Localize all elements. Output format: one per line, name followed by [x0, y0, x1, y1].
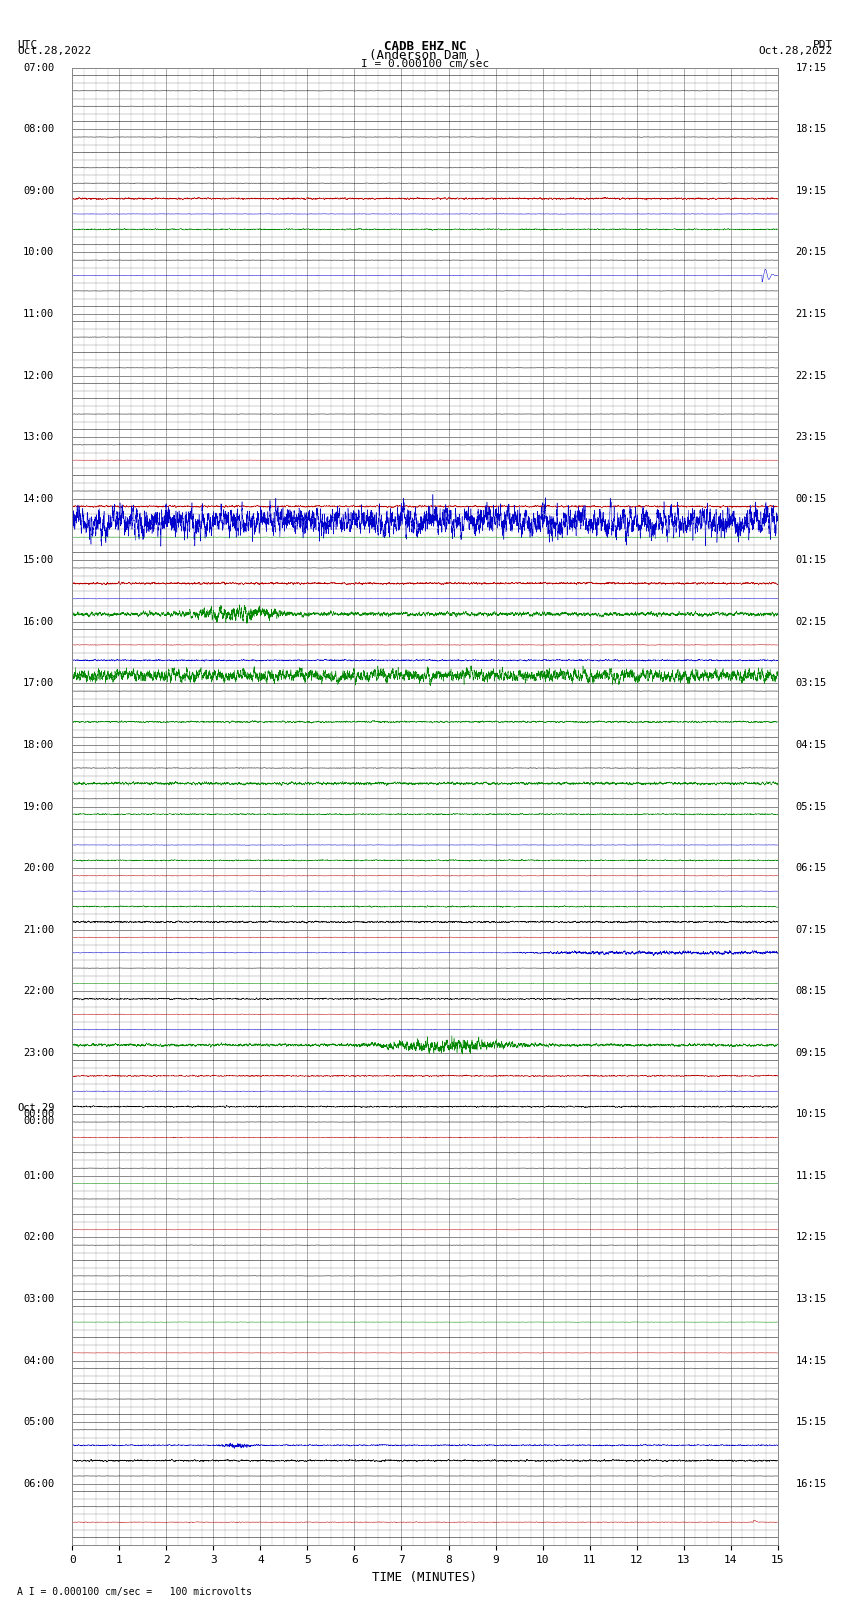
Text: 14:15: 14:15 [796, 1355, 827, 1366]
Text: 18:00: 18:00 [23, 740, 54, 750]
Text: 02:15: 02:15 [796, 616, 827, 627]
Text: 08:00: 08:00 [23, 124, 54, 134]
Text: 09:15: 09:15 [796, 1048, 827, 1058]
Text: 01:00: 01:00 [23, 1171, 54, 1181]
Text: 21:15: 21:15 [796, 310, 827, 319]
Text: 12:15: 12:15 [796, 1232, 827, 1242]
Text: 00:15: 00:15 [796, 494, 827, 503]
Text: 16:00: 16:00 [23, 616, 54, 627]
Text: 17:00: 17:00 [23, 679, 54, 689]
Text: 14:00: 14:00 [23, 494, 54, 503]
Text: 00:00: 00:00 [23, 1116, 54, 1126]
Text: 11:00: 11:00 [23, 310, 54, 319]
Text: 22:00: 22:00 [23, 986, 54, 997]
Text: 07:15: 07:15 [796, 924, 827, 934]
Text: 18:15: 18:15 [796, 124, 827, 134]
X-axis label: TIME (MINUTES): TIME (MINUTES) [372, 1571, 478, 1584]
Text: 19:00: 19:00 [23, 802, 54, 811]
Text: 09:00: 09:00 [23, 185, 54, 195]
Text: 10:15: 10:15 [796, 1110, 827, 1119]
Text: 11:15: 11:15 [796, 1171, 827, 1181]
Text: 01:15: 01:15 [796, 555, 827, 565]
Text: 19:15: 19:15 [796, 185, 827, 195]
Text: 15:15: 15:15 [796, 1418, 827, 1428]
Text: 06:15: 06:15 [796, 863, 827, 873]
Text: 23:00: 23:00 [23, 1048, 54, 1058]
Text: (Anderson Dam ): (Anderson Dam ) [369, 50, 481, 63]
Text: Oct.29: Oct.29 [17, 1103, 54, 1113]
Text: PDT: PDT [813, 39, 833, 50]
Text: 00:00: 00:00 [23, 1110, 54, 1119]
Text: 04:00: 04:00 [23, 1355, 54, 1366]
Text: CADB EHZ NC: CADB EHZ NC [383, 39, 467, 53]
Text: 23:15: 23:15 [796, 432, 827, 442]
Text: Oct.28,2022: Oct.28,2022 [17, 45, 91, 56]
Text: 20:00: 20:00 [23, 863, 54, 873]
Text: 13:00: 13:00 [23, 432, 54, 442]
Text: UTC: UTC [17, 39, 37, 50]
Text: 13:15: 13:15 [796, 1294, 827, 1303]
Text: 07:00: 07:00 [23, 63, 54, 73]
Text: 02:00: 02:00 [23, 1232, 54, 1242]
Text: 05:00: 05:00 [23, 1418, 54, 1428]
Text: 16:15: 16:15 [796, 1479, 827, 1489]
Text: 03:00: 03:00 [23, 1294, 54, 1303]
Text: 12:00: 12:00 [23, 371, 54, 381]
Text: 10:00: 10:00 [23, 247, 54, 258]
Text: 20:15: 20:15 [796, 247, 827, 258]
Text: 21:00: 21:00 [23, 924, 54, 934]
Text: 15:00: 15:00 [23, 555, 54, 565]
Text: A I = 0.000100 cm/sec =   100 microvolts: A I = 0.000100 cm/sec = 100 microvolts [17, 1587, 252, 1597]
Text: 05:15: 05:15 [796, 802, 827, 811]
Text: 22:15: 22:15 [796, 371, 827, 381]
Text: I = 0.000100 cm/sec: I = 0.000100 cm/sec [361, 58, 489, 69]
Text: 04:15: 04:15 [796, 740, 827, 750]
Text: Oct.28,2022: Oct.28,2022 [759, 45, 833, 56]
Text: 03:15: 03:15 [796, 679, 827, 689]
Text: 08:15: 08:15 [796, 986, 827, 997]
Text: 06:00: 06:00 [23, 1479, 54, 1489]
Text: 17:15: 17:15 [796, 63, 827, 73]
